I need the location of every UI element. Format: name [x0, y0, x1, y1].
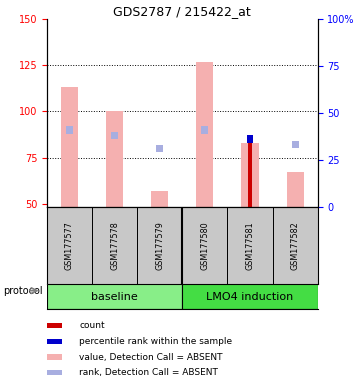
Bar	[47, 323, 62, 328]
Text: GSM177580: GSM177580	[200, 222, 209, 270]
Bar	[182, 207, 227, 284]
Bar	[273, 207, 318, 284]
Bar	[201, 126, 208, 134]
Text: rank, Detection Call = ABSENT: rank, Detection Call = ABSENT	[79, 368, 218, 377]
Text: GSM177578: GSM177578	[110, 222, 119, 270]
Bar	[111, 132, 118, 139]
Bar	[156, 145, 163, 152]
Bar	[47, 284, 182, 309]
Text: GSM177579: GSM177579	[155, 221, 164, 270]
Bar	[242, 143, 258, 207]
Bar	[247, 136, 253, 143]
Title: GDS2787 / 215422_at: GDS2787 / 215422_at	[113, 5, 251, 18]
Bar	[292, 141, 299, 148]
Text: LMO4 induction: LMO4 induction	[206, 291, 293, 302]
Bar	[47, 354, 62, 360]
Text: baseline: baseline	[91, 291, 138, 302]
Text: protocol: protocol	[4, 286, 43, 296]
Text: count: count	[79, 321, 105, 330]
Text: percentile rank within the sample: percentile rank within the sample	[79, 337, 232, 346]
Bar	[61, 88, 78, 207]
Bar	[248, 141, 252, 207]
Text: GSM177581: GSM177581	[245, 222, 255, 270]
Bar	[92, 207, 137, 284]
Bar	[47, 339, 62, 344]
Text: GSM177582: GSM177582	[291, 222, 300, 270]
Bar	[287, 172, 304, 207]
Bar	[182, 284, 318, 309]
Text: value, Detection Call = ABSENT: value, Detection Call = ABSENT	[79, 353, 223, 362]
Bar	[227, 207, 273, 284]
Bar	[106, 111, 123, 207]
Bar	[66, 126, 73, 134]
Bar	[196, 61, 213, 207]
Bar	[151, 191, 168, 207]
Text: GSM177577: GSM177577	[65, 221, 74, 270]
Bar	[137, 207, 182, 284]
Bar	[47, 370, 62, 376]
Bar	[47, 207, 92, 284]
